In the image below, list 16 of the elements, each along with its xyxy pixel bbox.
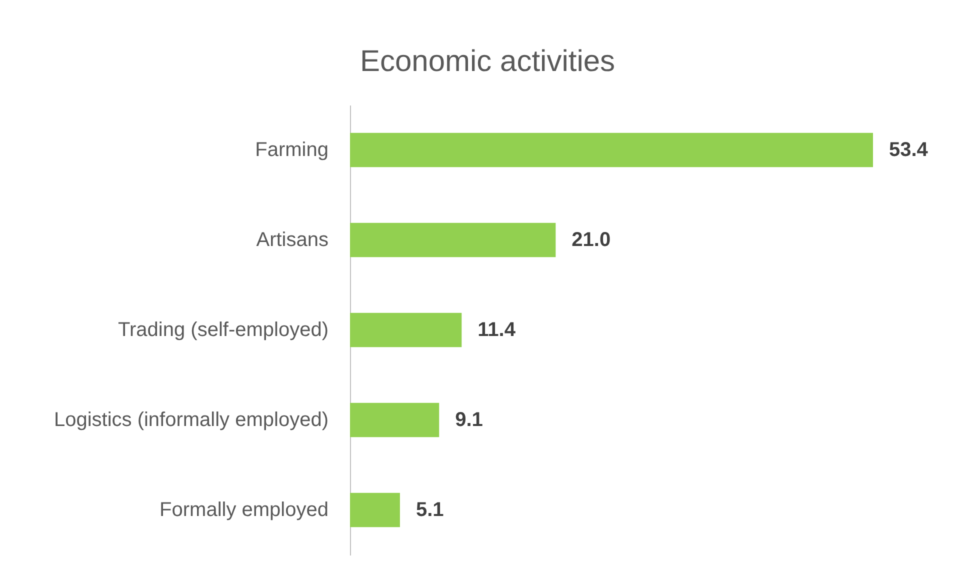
y-tick-label: Artisans (256, 229, 328, 251)
data-label: 53.4 (889, 139, 929, 161)
bar (350, 492, 400, 528)
data-label: 11.4 (478, 319, 516, 341)
bar (350, 402, 440, 438)
data-label: 9.1 (455, 409, 483, 431)
chart-title: Economic activities (360, 45, 616, 78)
y-tick-label: Trading (self-employed) (118, 319, 328, 341)
y-tick-label: Logistics (informally employed) (54, 409, 328, 431)
y-tick-label: Farming (255, 139, 328, 161)
bar (350, 312, 462, 348)
y-tick-label: Formally employed (160, 499, 328, 521)
data-label: 21.0 (572, 229, 611, 251)
data-label: 5.1 (416, 499, 444, 521)
bar (350, 222, 556, 258)
bar (350, 132, 873, 168)
